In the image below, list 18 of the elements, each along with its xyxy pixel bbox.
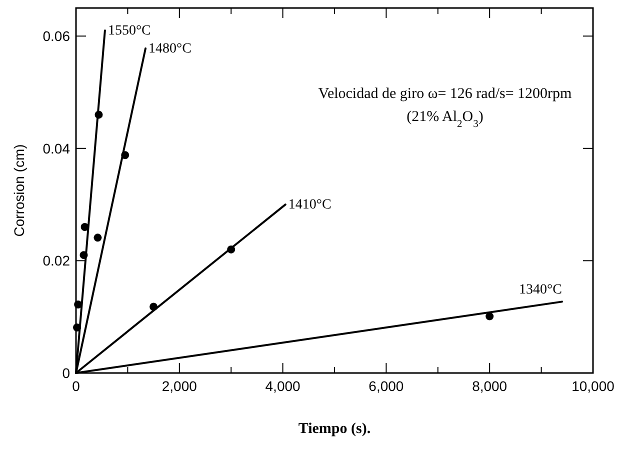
series-label: 1480°C bbox=[148, 41, 192, 56]
annotation: Velocidad de giro ω= 126 rad/s= 1200rpm bbox=[318, 86, 572, 102]
x-tick-label: 6,000 bbox=[368, 378, 404, 394]
y-axis-title: Corrosion (cm) bbox=[11, 144, 27, 237]
x-axis-title: Tiempo (s). bbox=[298, 421, 371, 437]
y-tick-label: 0.06 bbox=[42, 28, 70, 44]
x-tick-label: 0 bbox=[72, 378, 80, 394]
x-tick-label: 8,000 bbox=[472, 378, 508, 394]
legend-label: 1550°C bbox=[108, 23, 151, 38]
y-tick-label: 0.02 bbox=[42, 252, 70, 269]
series-label: 1410°C bbox=[288, 198, 332, 213]
x-tick-label: 2,000 bbox=[162, 378, 198, 394]
y-tick-label: 0 bbox=[62, 365, 70, 381]
series-label: 1340°C bbox=[519, 282, 562, 298]
y-tick-label: 0.04 bbox=[42, 140, 70, 156]
x-tick-label: 10,000 bbox=[572, 378, 615, 394]
annotation: (21% Al$_{2}$O$_{3}$) bbox=[406, 109, 484, 130]
x-tick-label: 4,000 bbox=[265, 378, 301, 394]
